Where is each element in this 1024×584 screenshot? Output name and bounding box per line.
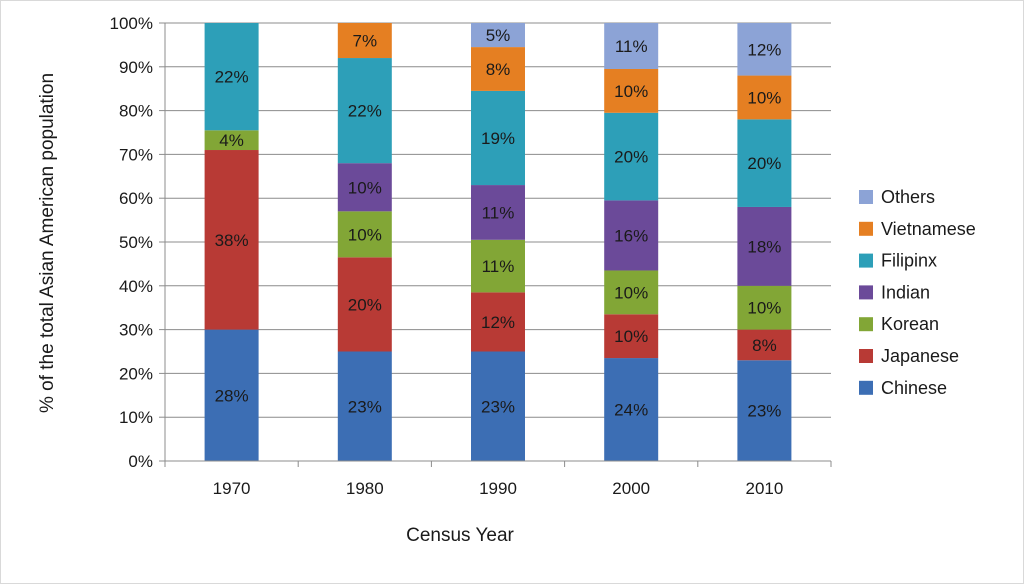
bar-segment-korean [737, 285, 792, 330]
x-tick-label: 1990 [479, 479, 517, 498]
data-label: 11% [482, 257, 515, 276]
bar-segment-vietnamese [471, 47, 525, 91]
bar-segment-filipinx [604, 112, 659, 201]
bar-segment-korean [471, 239, 525, 293]
data-label: 10% [747, 299, 781, 318]
x-tick-label: 1970 [213, 479, 251, 498]
data-label: 5% [486, 26, 511, 45]
data-label: 18% [747, 237, 781, 256]
data-label: 16% [614, 226, 648, 245]
data-label: 10% [348, 178, 382, 197]
bar-segment-japanese [737, 329, 792, 361]
bar-segment-chinese [337, 351, 392, 461]
legend-swatch-chinese [859, 380, 873, 395]
bar-segment-indian [737, 206, 792, 286]
y-tick-label: 40% [119, 277, 153, 296]
bars-layer: 28% 38% 4% 22% 23% 20% 10% 10% 22% 7% 23% 12% 11% 11%… [204, 23, 792, 461]
data-label: 23% [747, 402, 781, 421]
legend-swatch-indian [859, 285, 873, 300]
legend-label-others: Others [881, 187, 935, 207]
bar-segment-others [604, 23, 659, 69]
data-label: 24% [614, 401, 648, 420]
bar-segment-japanese [604, 314, 659, 359]
data-label: 4% [219, 131, 244, 150]
y-tick-label: 30% [119, 321, 153, 340]
data-label: 19% [481, 129, 515, 148]
legend-swatch-others [859, 190, 873, 204]
legend-swatch-korean [859, 317, 873, 332]
bar-segment-others [737, 23, 792, 76]
bar-segment-chinese [737, 360, 792, 461]
y-axis-title: % of the total Asian American population [37, 73, 58, 413]
data-label: 8% [752, 336, 777, 355]
bar-segment-vietnamese [604, 68, 659, 113]
data-label: 10% [614, 283, 648, 302]
data-label: 10% [614, 327, 648, 346]
legend-swatch-filipinx [859, 253, 873, 268]
y-tick-label: 90% [119, 58, 153, 77]
data-label: 11% [482, 203, 515, 222]
data-label: 23% [481, 397, 515, 416]
bar-segment-filipinx [204, 23, 259, 131]
legend-label-chinese: Chinese [881, 378, 947, 398]
legend-label-vietnamese: Vietnamese [881, 219, 976, 239]
bar-segment-japanese [337, 257, 392, 352]
bar-segment-vietnamese [337, 23, 392, 59]
y-tick-label: 20% [119, 364, 153, 383]
bar-segment-filipinx [471, 90, 525, 186]
data-label: 22% [215, 68, 249, 87]
y-tick-label: 50% [119, 233, 153, 252]
x-axis-title: Census Year [406, 525, 514, 546]
data-label: 10% [348, 225, 382, 244]
data-label: 20% [747, 154, 781, 173]
bar-segment-indian [471, 185, 525, 240]
legend-swatch-japanese [859, 349, 873, 363]
bar-segment-korean [604, 270, 659, 315]
bar-segment-korean [204, 130, 259, 151]
data-label: 22% [348, 102, 382, 121]
legend-label-japanese: Japanese [881, 346, 959, 366]
bar-segment-vietnamese [737, 75, 792, 120]
bar-segment-chinese [204, 329, 259, 461]
legend-label-korean: Korean [881, 314, 939, 334]
bar-segment-filipinx [737, 119, 792, 207]
y-tick-label: 70% [119, 145, 153, 164]
data-label: 20% [348, 295, 382, 314]
data-label: 7% [353, 32, 378, 51]
data-label: 20% [614, 148, 648, 167]
y-tick-label: 100% [110, 14, 153, 33]
data-label: 10% [747, 88, 781, 107]
y-tick-label: 10% [119, 408, 153, 427]
bar-segment-others [471, 23, 525, 48]
data-label: 10% [614, 82, 648, 101]
legend-swatch-vietnamese [859, 221, 873, 236]
legend-label-filipinx: Filipinx [881, 251, 937, 271]
axis-layer: 0% 10% 20% 30% 40% 50% 60% 70% 80% 90% 100% 1970 198… [110, 14, 832, 498]
x-tick-label: 2010 [745, 479, 783, 498]
legend-label-indian: Indian [881, 282, 930, 302]
y-tick-label: 60% [119, 189, 153, 208]
data-label: 38% [215, 231, 249, 250]
x-tick-label: 2000 [612, 479, 650, 498]
data-label: 11% [615, 37, 648, 56]
bar-segment-chinese [604, 358, 659, 461]
bar-segment-korean [337, 211, 392, 258]
bar-segment-indian [337, 163, 392, 212]
bar-segment-japanese [204, 150, 259, 330]
bar-segment-indian [604, 200, 659, 271]
data-label: 23% [348, 397, 382, 416]
y-tick-label: 0% [128, 452, 153, 471]
data-label: 8% [486, 60, 511, 79]
data-label: 12% [481, 313, 515, 332]
bar-segment-japanese [471, 292, 525, 352]
bar-segment-filipinx [337, 58, 392, 164]
legend: Others Vietnamese Filipinx Indian Korean Japa… [859, 187, 976, 398]
y-tick-label: 80% [119, 102, 153, 121]
bar-segment-chinese [471, 351, 525, 461]
data-label: 12% [747, 40, 781, 59]
data-label: 28% [215, 386, 249, 405]
x-tick-label: 1980 [346, 479, 384, 498]
